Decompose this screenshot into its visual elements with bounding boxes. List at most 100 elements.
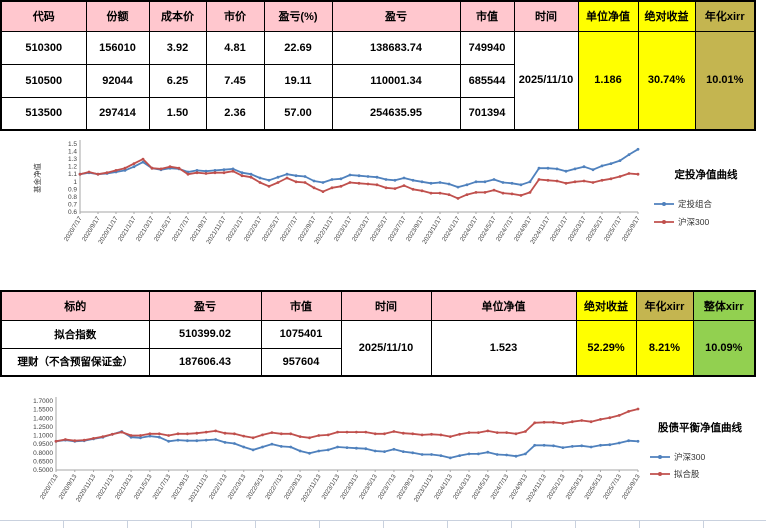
- chart-title: 定投净值曲线: [674, 168, 738, 181]
- cell-xirr-merged[interactable]: 8.21%: [635, 319, 694, 377]
- col-header-unit-nav[interactable]: 单位净值: [577, 0, 639, 32]
- svg-text:2025/3/13: 2025/3/13: [565, 473, 586, 501]
- cell-pl[interactable]: 254635.95: [331, 96, 461, 131]
- svg-text:1: 1: [73, 179, 77, 186]
- cell-code[interactable]: 510300: [0, 30, 87, 65]
- cell-time-merged[interactable]: 2025/11/10: [513, 30, 579, 131]
- cell-market-price[interactable]: 2.36: [205, 96, 265, 131]
- cell-unit-nav-merged[interactable]: 1.523: [430, 319, 577, 377]
- cell-pl-percent[interactable]: 57.00: [263, 96, 333, 131]
- table2-header-row: 标的 盈亏 市值 时间 单位净值 绝对收益 年化xirr 整体xirr: [0, 290, 756, 321]
- svg-text:0.7: 0.7: [68, 201, 77, 208]
- svg-text:2025/5/13: 2025/5/13: [583, 473, 604, 501]
- col-header-target[interactable]: 标的: [0, 290, 150, 321]
- svg-text:1.1000: 1.1000: [33, 433, 53, 440]
- col-header-unit-nav[interactable]: 单位净值: [430, 290, 577, 321]
- col-header-code[interactable]: 代码: [0, 0, 87, 32]
- cell-code[interactable]: 513500: [0, 96, 87, 131]
- series-line-0: [54, 430, 640, 460]
- cell-time-merged[interactable]: 2025/11/10: [340, 319, 432, 377]
- stock-bond-balance-chart[interactable]: 1.7000 1.5500 1.4000 1.2500 1.1000 0.9500 0.80…: [0, 375, 766, 520]
- col-header-market-value[interactable]: 市值: [459, 0, 515, 32]
- cell-shares[interactable]: 92044: [85, 63, 150, 98]
- cell-unit-nav-merged[interactable]: 1.186: [577, 30, 639, 131]
- cell-abs-return-merged[interactable]: 30.74%: [637, 30, 696, 131]
- cell-pl-percent[interactable]: 22.69: [263, 30, 333, 65]
- cell-shares[interactable]: 156010: [85, 30, 150, 65]
- svg-text:沪深300: 沪深300: [678, 217, 709, 227]
- svg-text:2022/3/13: 2022/3/13: [227, 473, 248, 501]
- svg-text:2023/3/13: 2023/3/13: [339, 473, 360, 501]
- svg-text:2020/7/13: 2020/7/13: [39, 473, 60, 501]
- svg-text:2023/11/13: 2023/11/13: [413, 473, 436, 503]
- cell-pl[interactable]: 110001.34: [331, 63, 461, 98]
- col-header-abs-return[interactable]: 绝对收益: [575, 290, 637, 321]
- svg-text:2024/9/13: 2024/9/13: [508, 473, 529, 501]
- cell-market-price[interactable]: 4.81: [205, 30, 265, 65]
- col-header-xirr[interactable]: 年化xirr: [694, 0, 756, 32]
- legend: 沪深300 拟合股: [650, 452, 705, 479]
- x-axis-labels: 2020/7/172020/9/172020/11/172021/1/17202…: [63, 212, 642, 245]
- svg-text:1.2: 1.2: [68, 164, 77, 171]
- fund-positions-table: 代码 份额 成本价 市价 盈亏(%) 盈亏 市值 时间 单位净值 绝对收益 年化…: [0, 0, 756, 131]
- cell-pl-percent[interactable]: 19.11: [263, 63, 333, 98]
- col-header-overall-xirr[interactable]: 整体xirr: [692, 290, 756, 321]
- svg-text:沪深300: 沪深300: [674, 452, 705, 462]
- col-header-pl[interactable]: 盈亏: [148, 290, 262, 321]
- col-header-market-price[interactable]: 市价: [205, 0, 265, 32]
- col-header-shares[interactable]: 份额: [85, 0, 150, 32]
- svg-text:0.6: 0.6: [68, 209, 77, 216]
- cell-abs-return-merged[interactable]: 52.29%: [575, 319, 637, 377]
- cell-pl[interactable]: 138683.74: [331, 30, 461, 65]
- table1-header-row: 代码 份额 成本价 市价 盈亏(%) 盈亏 市值 时间 单位净值 绝对收益 年化…: [0, 0, 756, 32]
- svg-text:2023/5/13: 2023/5/13: [358, 473, 379, 501]
- cell-market-value[interactable]: 1075401: [260, 319, 342, 349]
- svg-text:0.9: 0.9: [68, 186, 77, 193]
- cell-shares[interactable]: 297414: [85, 96, 150, 131]
- svg-text:2023/1/13: 2023/1/13: [321, 473, 342, 501]
- svg-text:2024/1/13: 2024/1/13: [433, 473, 454, 501]
- svg-text:2020/9/13: 2020/9/13: [58, 473, 79, 501]
- svg-text:2023/7/13: 2023/7/13: [377, 473, 398, 501]
- svg-text:1.1: 1.1: [68, 171, 77, 178]
- svg-text:2021/1/13: 2021/1/13: [95, 473, 116, 501]
- cell-market-value[interactable]: 957604: [260, 347, 342, 377]
- svg-text:1.4000: 1.4000: [33, 415, 53, 422]
- svg-text:2023/9/13: 2023/9/13: [396, 473, 417, 501]
- svg-text:2022/1/13: 2022/1/13: [208, 473, 229, 501]
- cell-market-value[interactable]: 749940: [459, 30, 515, 65]
- svg-text:2025/9/17: 2025/9/17: [621, 215, 642, 243]
- col-header-pl[interactable]: 盈亏: [331, 0, 461, 32]
- dca-net-value-chart[interactable]: 1.5 1.4 1.3 1.2 1.1 1 0.9 0.8 0.7 0.6 2020/7/17 202…: [0, 132, 766, 290]
- svg-text:0.6500: 0.6500: [33, 458, 53, 465]
- svg-text:2021/7/13: 2021/7/13: [152, 473, 173, 501]
- cell-target[interactable]: 拟合指数: [0, 319, 150, 349]
- cell-market-price[interactable]: 7.45: [205, 63, 265, 98]
- col-header-time[interactable]: 时间: [340, 290, 432, 321]
- cell-cost-price[interactable]: 1.50: [148, 96, 207, 131]
- svg-text:0.8000: 0.8000: [33, 450, 53, 457]
- svg-text:2022/9/13: 2022/9/13: [283, 473, 304, 501]
- col-header-pl-percent[interactable]: 盈亏(%): [263, 0, 333, 32]
- cell-pl[interactable]: 510399.02: [148, 319, 262, 349]
- cell-code[interactable]: 510500: [0, 63, 87, 98]
- cell-pl[interactable]: 187606.43: [148, 347, 262, 377]
- col-header-abs-return[interactable]: 绝对收益: [637, 0, 696, 32]
- cell-cost-price[interactable]: 3.92: [148, 30, 207, 65]
- cell-target[interactable]: 理财（不含预留保证金）: [0, 347, 150, 377]
- svg-text:2021/9/13: 2021/9/13: [170, 473, 191, 501]
- series-line-1: [78, 157, 640, 200]
- col-header-xirr[interactable]: 年化xirr: [635, 290, 694, 321]
- cell-cost-price[interactable]: 6.25: [148, 63, 207, 98]
- cell-xirr-merged[interactable]: 10.01%: [694, 30, 756, 131]
- x-axis-labels: 2020/7/132020/9/132020/11/132021/1/13202…: [39, 470, 642, 503]
- table2-row-wealth-management: 理财（不含预留保证金） 187606.43 957604: [0, 347, 755, 377]
- col-header-market-value[interactable]: 市值: [260, 290, 342, 321]
- cell-market-value[interactable]: 685544: [459, 63, 515, 98]
- cell-market-value[interactable]: 701394: [459, 96, 515, 131]
- cell-overall-xirr-merged[interactable]: 10.09%: [692, 319, 756, 377]
- col-header-cost-price[interactable]: 成本价: [148, 0, 207, 32]
- col-header-time[interactable]: 时间: [513, 0, 579, 32]
